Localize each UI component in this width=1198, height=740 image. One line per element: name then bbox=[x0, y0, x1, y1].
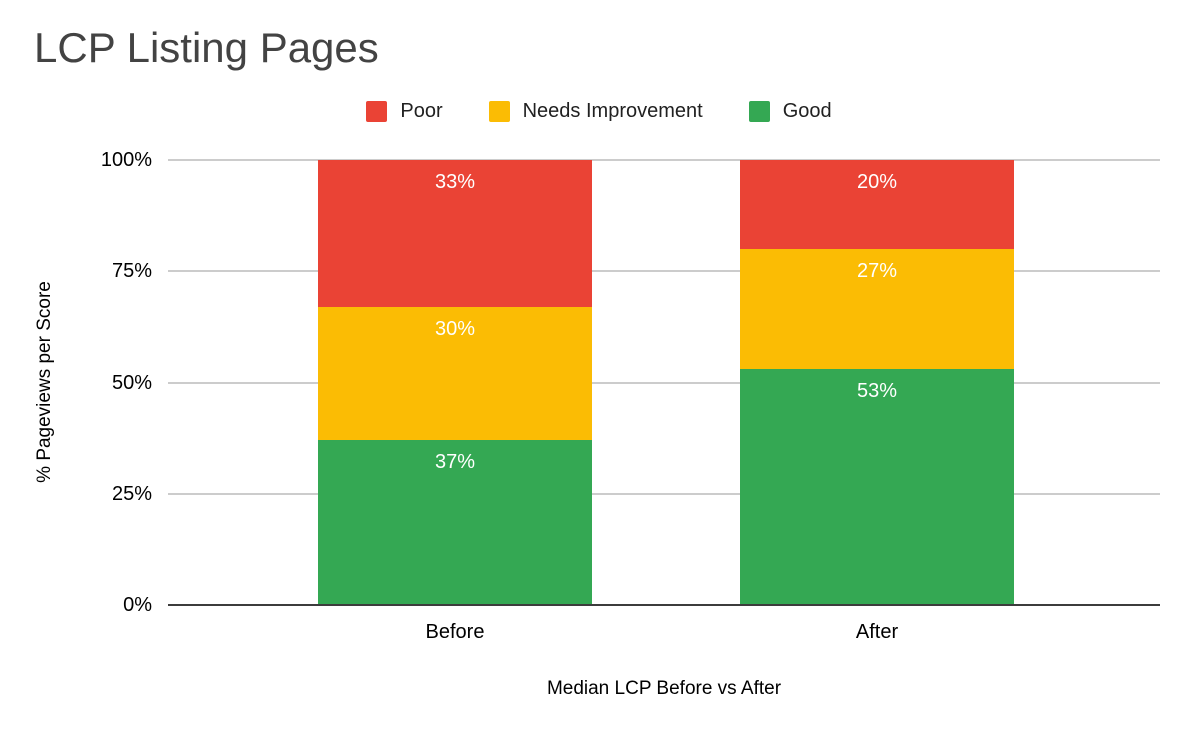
y-tick-label: 75% bbox=[111, 260, 152, 283]
x-tick-label-before: Before bbox=[425, 621, 485, 643]
bar-after: 53% 27% 20% bbox=[740, 160, 1014, 605]
gridline bbox=[168, 381, 1160, 384]
x-axis-title: Median LCP Before vs After bbox=[546, 678, 782, 699]
legend-label-good: Good bbox=[782, 100, 832, 122]
gridline bbox=[168, 492, 1160, 495]
bar-label: 20% bbox=[856, 171, 898, 193]
legend-label-poor: Poor bbox=[400, 100, 443, 122]
legend-item: Poor bbox=[366, 100, 443, 123]
bar-label: 37% bbox=[434, 451, 476, 474]
bar-label: 27% bbox=[856, 260, 898, 283]
bar-segment-good: 53% bbox=[740, 369, 1014, 605]
plot-area: 0% 25% 50% 75% 100% 37% 30% 33% 53% 27% 20% bbox=[101, 150, 1160, 615]
legend-swatch-needs-improvement bbox=[488, 101, 510, 122]
bar-segment-needs-improvement: 27% bbox=[740, 249, 1014, 370]
legend: Poor Needs Improvement Good bbox=[0, 100, 1198, 123]
chart-title: LCP Listing Pages bbox=[34, 24, 379, 71]
bar-segment-poor: 33% bbox=[318, 160, 592, 307]
bar-label: 30% bbox=[434, 317, 476, 340]
x-axis-baseline bbox=[168, 604, 1160, 606]
y-tick-label: 0% bbox=[123, 594, 152, 616]
gridline bbox=[168, 270, 1160, 273]
legend-label-needs-improvement: Needs Improvement bbox=[522, 100, 703, 122]
bar-before: 37% 30% 33% bbox=[318, 160, 592, 605]
legend-swatch-good bbox=[748, 101, 770, 122]
bar-segment-good: 37% bbox=[318, 440, 592, 605]
legend-swatch-poor bbox=[366, 101, 388, 122]
y-tick-label: 100% bbox=[100, 149, 152, 171]
bar-label: 33% bbox=[434, 171, 476, 194]
legend-item: Needs Improvement bbox=[488, 100, 703, 123]
bar-label: 53% bbox=[856, 380, 898, 403]
gridline bbox=[168, 159, 1160, 161]
legend-item: Good bbox=[748, 100, 832, 123]
y-axis-title: % Pageviews per Score bbox=[34, 281, 55, 483]
y-tick-label: 50% bbox=[111, 371, 152, 394]
y-tick-label: 25% bbox=[111, 482, 152, 505]
x-tick-label-after: After bbox=[855, 621, 899, 643]
bar-segment-needs-improvement: 30% bbox=[318, 306, 592, 441]
bar-segment-poor: 20% bbox=[740, 160, 1014, 249]
